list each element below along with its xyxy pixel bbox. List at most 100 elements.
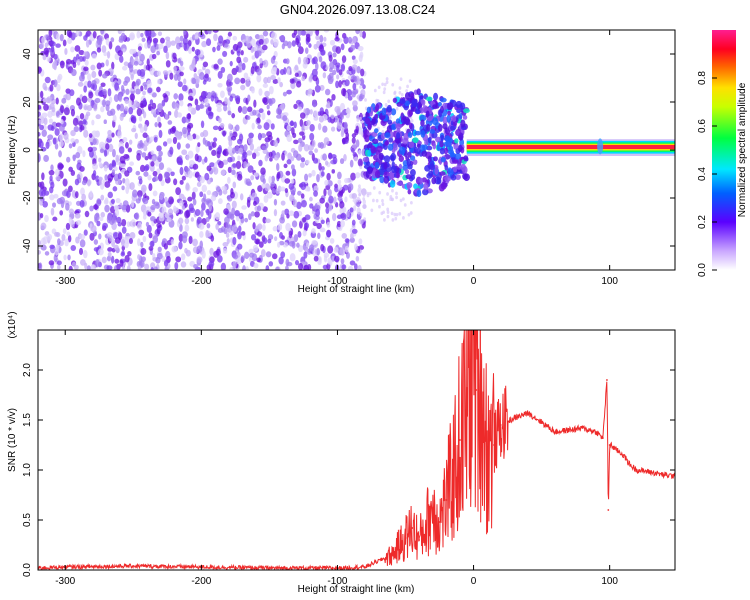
cluster-blob — [416, 147, 421, 155]
noise-blob — [209, 162, 215, 168]
noise-fade-blob — [399, 77, 403, 81]
noise-blob — [96, 47, 102, 53]
cluster-blob — [454, 138, 459, 144]
noise-blob — [241, 231, 246, 236]
noise-blob — [218, 144, 222, 153]
cluster-blob — [458, 112, 463, 119]
noise-blob — [299, 131, 305, 136]
cluster-blob — [384, 132, 391, 139]
noise-fade-blob — [408, 79, 412, 83]
noise-fade-blob — [381, 198, 384, 203]
noise-blob — [258, 88, 263, 96]
cluster-blob — [402, 137, 409, 145]
noise-blob — [331, 93, 336, 101]
noise-blob — [341, 55, 347, 63]
noise-blob — [63, 254, 67, 261]
cluster-blob — [437, 123, 443, 132]
noise-blob — [228, 81, 233, 87]
noise-blob — [58, 140, 64, 148]
snr-point — [493, 444, 495, 446]
noise-blob — [184, 217, 190, 225]
noise-blob — [313, 43, 318, 50]
noise-blob — [137, 265, 142, 270]
noise-blob — [268, 175, 272, 184]
cluster-blob — [447, 167, 452, 174]
noise-blob — [320, 219, 325, 225]
noise-fade-blob — [386, 207, 390, 212]
noise-fade-blob — [358, 184, 361, 188]
noise-blob — [311, 68, 318, 77]
noise-blob — [209, 247, 214, 256]
noise-blob — [223, 104, 228, 112]
noise-blob — [46, 233, 53, 241]
noise-blob — [131, 127, 137, 133]
cluster-blob — [374, 113, 379, 119]
noise-blob — [232, 35, 238, 41]
snr-point — [635, 469, 638, 471]
noise-blob — [149, 99, 154, 106]
noise-blob — [232, 131, 238, 138]
noise-blob — [328, 152, 332, 159]
noise-fade-blob — [393, 212, 397, 217]
cluster-blob — [443, 147, 449, 155]
noise-blob — [107, 252, 112, 257]
noise-blob — [106, 255, 112, 262]
noise-blob — [356, 201, 361, 208]
noise-blob — [213, 137, 218, 142]
noise-blob — [204, 139, 209, 147]
noise-blob — [129, 32, 135, 40]
noise-blob — [134, 212, 140, 220]
noise-blob — [267, 234, 274, 241]
cluster-blob — [404, 92, 411, 100]
noise-blob — [266, 131, 273, 138]
noise-blob — [213, 250, 219, 258]
noise-blob — [362, 199, 367, 205]
cluster-blob — [408, 122, 413, 130]
noise-blob — [59, 33, 64, 42]
noise-blob — [84, 210, 90, 218]
noise-blob — [200, 132, 205, 138]
noise-blob — [173, 178, 178, 186]
noise-blob — [264, 218, 271, 224]
noise-blob — [322, 153, 327, 161]
noise-blob — [143, 145, 148, 152]
noise-blob — [217, 70, 223, 79]
cluster-blob — [407, 131, 413, 139]
noise-blob — [328, 188, 332, 197]
noise-blob — [105, 143, 110, 150]
noise-blob — [235, 65, 239, 73]
noise-blob — [251, 87, 255, 94]
noise-blob — [144, 30, 149, 37]
noise-blob — [252, 222, 256, 230]
top-x-tick-label: 100 — [601, 276, 618, 287]
noise-blob — [316, 222, 322, 230]
noise-blob — [297, 190, 302, 196]
noise-blob — [190, 217, 194, 222]
cluster-blob — [423, 182, 429, 191]
noise-blob — [119, 155, 126, 164]
noise-blob — [247, 136, 254, 145]
noise-blob — [193, 264, 198, 269]
noise-blob — [260, 167, 266, 176]
noise-blob — [203, 74, 209, 82]
noise-blob — [273, 139, 279, 147]
noise-blob — [146, 224, 152, 233]
noise-blob — [261, 183, 267, 189]
noise-blob — [178, 241, 183, 250]
noise-blob — [237, 155, 241, 161]
noise-blob — [151, 102, 157, 110]
noise-blob — [199, 104, 205, 109]
noise-blob — [303, 56, 309, 65]
noise-blob — [162, 141, 168, 147]
noise-blob — [150, 262, 156, 269]
noise-blob — [251, 192, 258, 198]
noise-blob — [143, 84, 148, 91]
noise-blob — [335, 46, 342, 54]
noise-blob — [322, 125, 328, 133]
noise-fade-blob — [391, 218, 395, 222]
noise-blob — [262, 30, 269, 37]
cluster-blob — [448, 145, 454, 152]
noise-blob — [132, 189, 138, 198]
noise-blob — [264, 90, 270, 97]
noise-blob — [59, 60, 65, 69]
